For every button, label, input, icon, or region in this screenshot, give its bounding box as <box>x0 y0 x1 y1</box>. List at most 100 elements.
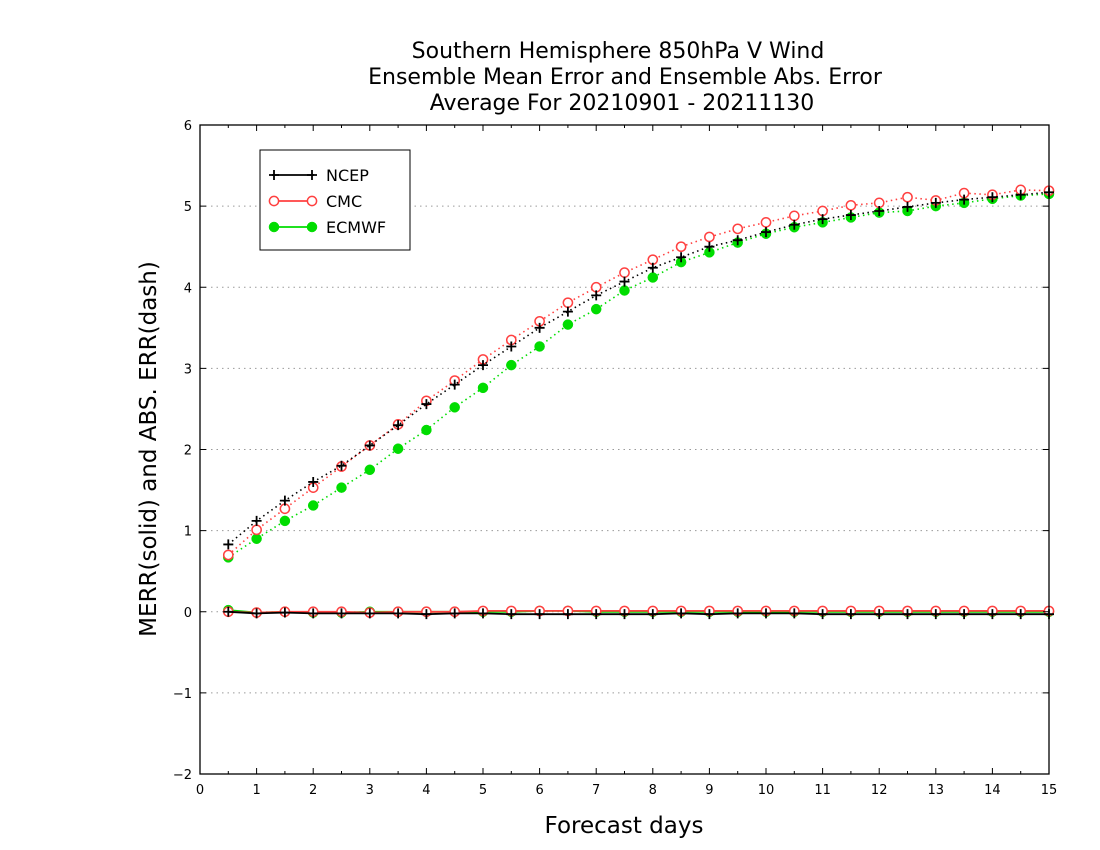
abs-error-point-ncep <box>393 420 404 431</box>
series-ncep <box>223 187 1054 620</box>
abs-error-point-ncep <box>478 360 488 371</box>
legend-marker <box>269 170 279 180</box>
mean-error-point-ncep <box>902 609 913 620</box>
abs-error-point-ecmwf <box>364 464 376 476</box>
x-tick-label: 15 <box>1041 783 1058 798</box>
x-tick-label: 12 <box>871 783 888 798</box>
abs-error-point-ncep <box>251 515 262 526</box>
abs-error-point-ncep <box>619 276 630 287</box>
abs-error-point-ncep <box>279 495 290 506</box>
x-tick-label: 5 <box>479 783 487 798</box>
abs-error-point-ncep <box>449 379 460 390</box>
title-line-1: Southern Hemisphere 850hPa V Wind <box>412 39 825 64</box>
x-tick-label: 9 <box>705 783 713 798</box>
abs-error-point-ecmwf <box>449 402 460 413</box>
abs-error-point-ncep <box>930 197 941 208</box>
abs-error-point-ncep <box>506 341 517 352</box>
plot-area <box>222 184 1055 620</box>
y-tick-label: 6 <box>184 119 192 134</box>
mean-error-point-ncep <box>478 608 488 619</box>
mean-error-point-ncep <box>987 609 998 620</box>
mean-error-point-ncep <box>562 609 573 620</box>
abs-error-point-cmc <box>619 267 630 278</box>
legend: NCEP CMC ECMWF <box>259 149 411 251</box>
legend-label-ncep: NCEP <box>326 166 369 185</box>
series-ecmwf <box>223 188 1055 618</box>
mean-error-point-ncep <box>619 609 630 620</box>
x-tick-label: 13 <box>928 783 945 798</box>
abs-error-point-cmc <box>732 223 744 235</box>
x-tick-label: 6 <box>535 783 543 798</box>
abs-error-point-ncep <box>874 205 885 216</box>
x-axis-label: Forecast days <box>545 813 704 839</box>
mean-error-point-ncep <box>647 609 658 620</box>
legend-marker <box>306 221 318 233</box>
mean-error-point-ncep <box>1015 609 1026 620</box>
abs-error-point-ncep <box>591 290 602 301</box>
abs-error-point-ecmwf <box>562 319 574 330</box>
abs-error-point-cmc <box>562 297 574 309</box>
abs-error-point-ncep <box>959 194 970 205</box>
x-tick-label: 1 <box>252 783 260 798</box>
abs-error-point-ecmwf <box>534 341 545 352</box>
mean-error-point-ncep <box>364 608 375 619</box>
y-tick-label: 1 <box>184 525 192 540</box>
abs-error-point-cmc <box>222 549 234 561</box>
abs-error-line-ecmwf <box>227 193 1050 559</box>
mean-error-point-ncep <box>449 608 460 619</box>
x-tick-label: 0 <box>196 783 204 798</box>
abs-error-point-ncep <box>676 252 687 263</box>
y-axis-label: MERR(solid) and ABS. ERR(dash) <box>136 261 162 637</box>
abs-error-point-ncep <box>364 440 375 451</box>
mean-error-point-ncep <box>959 609 970 620</box>
abs-error-point-ncep <box>647 262 658 273</box>
mean-error-point-ncep <box>732 608 743 619</box>
abs-error-point-ecmwf <box>336 482 347 493</box>
mean-error-point-ncep <box>336 608 347 619</box>
abs-error-point-cmc <box>845 199 857 211</box>
abs-error-point-ecmwf <box>421 424 432 436</box>
x-tick-label: 8 <box>649 783 657 798</box>
abs-error-point-ecmwf <box>619 285 630 296</box>
mean-error-point-ncep <box>223 606 234 617</box>
abs-error-point-ncep <box>421 399 432 410</box>
mean-error-point-ncep <box>251 608 262 619</box>
abs-error-point-ncep <box>534 322 545 333</box>
legend-label-cmc: CMC <box>326 192 362 211</box>
abs-error-point-ncep <box>1015 189 1026 200</box>
mean-error-point-ncep <box>789 608 800 619</box>
abs-error-point-ecmwf <box>506 359 517 371</box>
abs-error-point-ncep <box>223 539 234 550</box>
y-tick-label: 3 <box>184 362 192 377</box>
abs-error-point-cmc <box>902 191 913 203</box>
legend-marker <box>268 221 280 233</box>
abs-error-point-cmc <box>675 241 687 253</box>
y-tick-label: 0 <box>184 606 192 621</box>
x-tick-label: 10 <box>758 783 775 798</box>
legend-label-ecmwf: ECMWF <box>326 218 386 237</box>
mean-error-point-ncep <box>308 608 319 619</box>
abs-error-point-cmc <box>704 231 715 243</box>
y-tick-label: 5 <box>184 200 192 215</box>
legend-box <box>259 149 411 251</box>
abs-error-point-ecmwf <box>251 533 262 544</box>
title-line-2: Ensemble Mean Error and Ensemble Abs. Er… <box>368 65 883 90</box>
abs-error-point-ncep <box>761 227 771 238</box>
abs-error-point-ecmwf <box>590 303 602 315</box>
abs-error-point-cmc <box>788 210 800 222</box>
abs-error-point-ecmwf <box>647 272 659 283</box>
abs-error-point-ncep <box>817 214 828 225</box>
abs-error-point-cmc <box>760 217 772 228</box>
abs-error-point-ecmwf <box>279 515 291 527</box>
mean-error-point-ncep <box>676 608 687 619</box>
x-tick-label: 2 <box>309 783 317 798</box>
legend-marker <box>307 170 317 180</box>
chart-title: Southern Hemisphere 850hPa V Wind Ensemb… <box>368 39 883 116</box>
y-tick-label: 2 <box>184 444 192 459</box>
abs-error-point-ncep <box>704 241 715 252</box>
mean-error-point-ncep <box>506 609 517 620</box>
mean-error-point-ncep <box>761 608 771 619</box>
abs-error-point-ncep <box>308 476 319 487</box>
